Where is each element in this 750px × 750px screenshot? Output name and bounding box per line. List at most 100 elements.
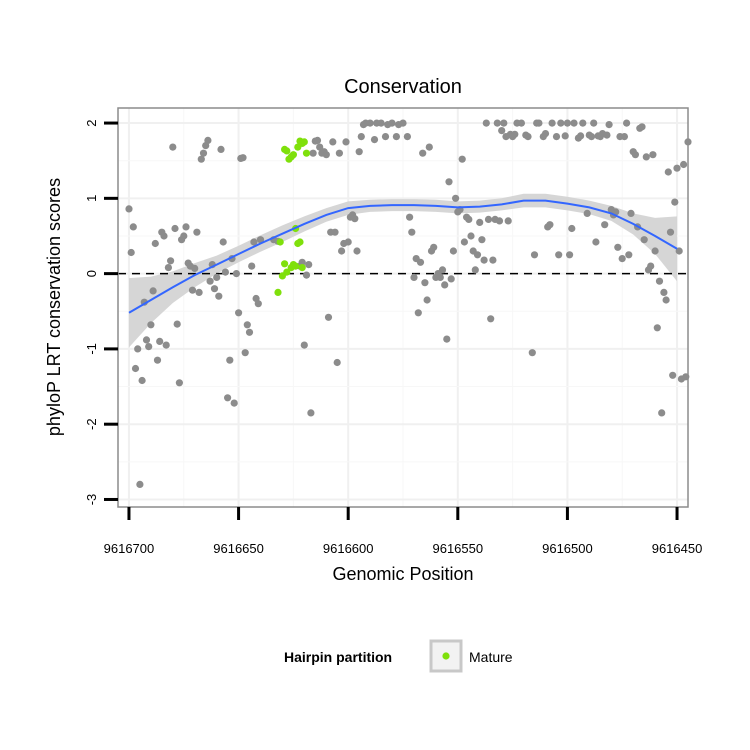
data-point: [680, 160, 688, 169]
data-point: [399, 119, 407, 127]
legend-mature-label: Mature: [469, 649, 513, 665]
data-point: [627, 209, 635, 217]
data-point: [662, 296, 670, 304]
x-tick-label: 9616650: [213, 541, 264, 556]
data-point: [447, 275, 455, 283]
data-point: [592, 238, 600, 246]
y-axis: -3 -2 -1 0 1 2: [84, 119, 118, 505]
data-point: [511, 130, 519, 138]
data-point: [392, 133, 400, 141]
data-point: [471, 266, 479, 274]
data-point: [173, 320, 181, 328]
data-point: [134, 345, 142, 353]
data-point: [169, 143, 177, 151]
data-point: [651, 247, 659, 255]
data-point: [329, 138, 337, 146]
data-point: [493, 119, 501, 127]
data-point: [423, 296, 431, 304]
smooth-line-group: [128, 199, 678, 314]
data-point: [241, 349, 249, 357]
x-tick-label: 9616550: [432, 541, 483, 556]
data-point: [204, 136, 212, 144]
mature-point: [296, 238, 304, 246]
mature-point: [292, 262, 300, 270]
chart-title: Conservation: [344, 76, 462, 98]
data-point: [669, 371, 677, 379]
data-point: [658, 409, 666, 417]
data-point: [570, 119, 578, 127]
data-point: [136, 480, 144, 488]
data-point: [517, 119, 526, 127]
data-point: [188, 286, 197, 294]
data-point: [561, 132, 569, 140]
data-point: [443, 335, 451, 343]
data-point: [566, 251, 574, 259]
data-point: [206, 277, 214, 285]
data-point: [235, 309, 243, 317]
data-point: [309, 149, 317, 157]
data-point: [473, 251, 482, 259]
data-point: [638, 123, 646, 131]
data-point: [557, 119, 565, 127]
data-point: [149, 287, 157, 295]
data-point: [660, 288, 668, 296]
data-point: [445, 178, 453, 186]
data-point: [199, 149, 208, 157]
x-tick-label: 9616450: [652, 541, 703, 556]
data-point: [467, 232, 475, 240]
data-point: [254, 300, 262, 308]
data-point: [642, 153, 650, 161]
data-point: [302, 271, 311, 279]
y-axis-title: phyloP LRT conservation scores: [44, 178, 64, 436]
data-point: [631, 151, 640, 159]
data-point: [366, 119, 374, 127]
data-point: [625, 251, 633, 259]
legend-mature-dot: [442, 652, 450, 660]
data-point: [476, 218, 484, 226]
data-point: [342, 138, 350, 146]
data-point: [300, 341, 308, 349]
data-point: [449, 247, 457, 255]
y-tick-label: -1: [84, 343, 99, 355]
data-point: [438, 266, 447, 274]
data-point: [673, 164, 681, 172]
legend: Hairpin partition Mature: [284, 639, 513, 673]
data-point: [248, 262, 256, 270]
data-point: [142, 336, 151, 344]
data-point: [338, 247, 346, 255]
x-tick-label: 9616600: [323, 541, 374, 556]
x-tick-label: 9616700: [104, 541, 155, 556]
data-point: [666, 228, 675, 236]
data-point: [655, 277, 664, 285]
y-tick-label: 2: [84, 119, 99, 126]
data-point: [153, 356, 162, 364]
data-point: [421, 279, 429, 287]
data-point: [555, 251, 563, 259]
data-point: [191, 264, 199, 272]
data-point: [482, 119, 490, 127]
data-point: [388, 119, 396, 127]
data-point: [224, 394, 232, 402]
data-point: [548, 119, 556, 127]
data-point: [210, 285, 219, 293]
data-point: [322, 151, 330, 159]
data-point: [151, 239, 159, 248]
data-point: [546, 221, 554, 229]
data-point: [620, 133, 629, 141]
data-point: [355, 148, 363, 156]
mature-point: [302, 149, 311, 157]
data-point: [410, 273, 418, 281]
data-point: [647, 262, 655, 270]
data-point: [495, 217, 504, 225]
other-points-group: [125, 119, 692, 488]
data-point: [590, 119, 598, 127]
data-point: [305, 261, 313, 269]
data-point: [524, 133, 532, 141]
data-point: [145, 343, 153, 351]
data-point: [226, 356, 234, 364]
data-point: [436, 273, 444, 281]
data-point: [353, 247, 361, 255]
data-point: [195, 288, 203, 296]
data-point: [215, 292, 223, 300]
data-point: [618, 255, 626, 263]
